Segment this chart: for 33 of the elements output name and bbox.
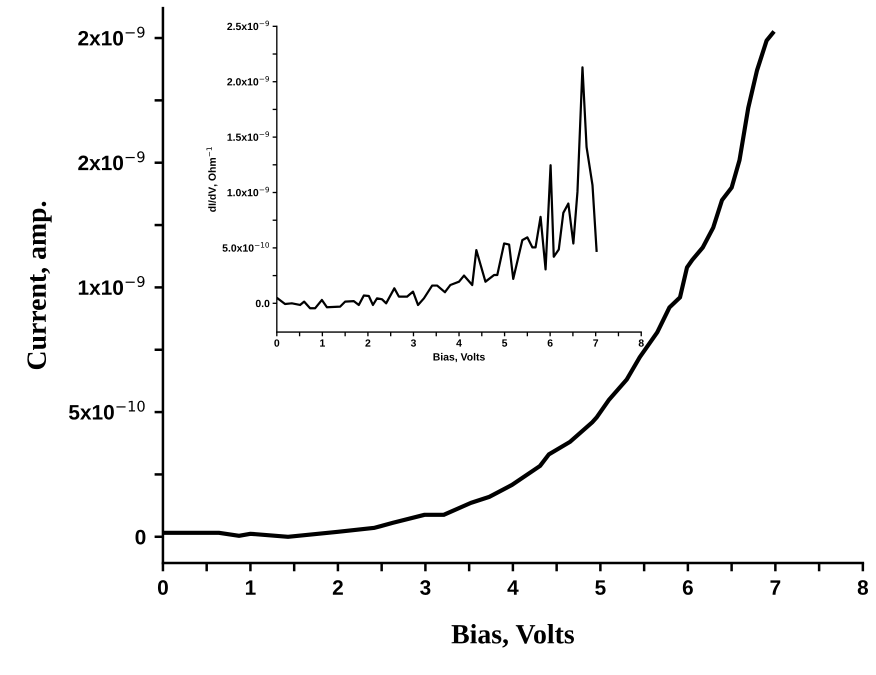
- y-tick-label: 1.0x10$^{−9}$: [228, 186, 270, 196]
- y-tick-label: 5x10$^{−10}$: [68, 400, 145, 420]
- x-tick-label: 3: [410, 339, 416, 347]
- y-axis-title: Current, amp.: [27, 202, 52, 370]
- x-tick-label: 5: [595, 580, 606, 595]
- y-tick-label: 2x10$^{−9}$: [78, 26, 145, 46]
- y-tick-label: 1.5x10$^{−9}$: [228, 131, 270, 141]
- x-tick-label: 2: [365, 339, 370, 347]
- x-tick-label: 3: [420, 580, 430, 595]
- x-tick-label: 4: [507, 580, 519, 595]
- y-tick-label: 2.5x10$^{−9}$: [227, 20, 270, 30]
- x-tick-label: 2: [332, 580, 343, 595]
- x-tick-label: 7: [770, 580, 780, 595]
- x-tick-label: 0: [274, 339, 280, 347]
- y-tick-label: 5.0x10$^{−10}$: [222, 242, 270, 252]
- y-tick-label: 0.0: [256, 300, 270, 308]
- y-tick-label: 2x10$^{−9}$: [78, 151, 145, 170]
- x-axis-title: Bias, Volts: [452, 624, 574, 648]
- x-tick-label: 5: [502, 339, 508, 347]
- x-tick-label: 8: [858, 580, 868, 595]
- x-tick-label: 6: [548, 339, 553, 347]
- x-tick-label: 0: [158, 580, 168, 595]
- x-tick-label: 8: [638, 339, 644, 347]
- x-tick-label: 4: [456, 339, 462, 347]
- y-axis-title: dI/dV, Ohm$^{−1}$: [206, 147, 218, 212]
- x-tick-label: 1: [246, 580, 256, 595]
- x-tick-label: 1: [320, 339, 325, 347]
- y-tick-label: 2.0x10$^{−9}$: [227, 76, 270, 86]
- y-tick-label: 1x10$^{−9}$: [78, 276, 145, 295]
- x-axis-title: Bias, Volts: [433, 352, 485, 362]
- x-tick-label: 6: [682, 580, 693, 595]
- y-tick-label: 0: [136, 530, 146, 545]
- x-tick-label: 7: [593, 339, 598, 347]
